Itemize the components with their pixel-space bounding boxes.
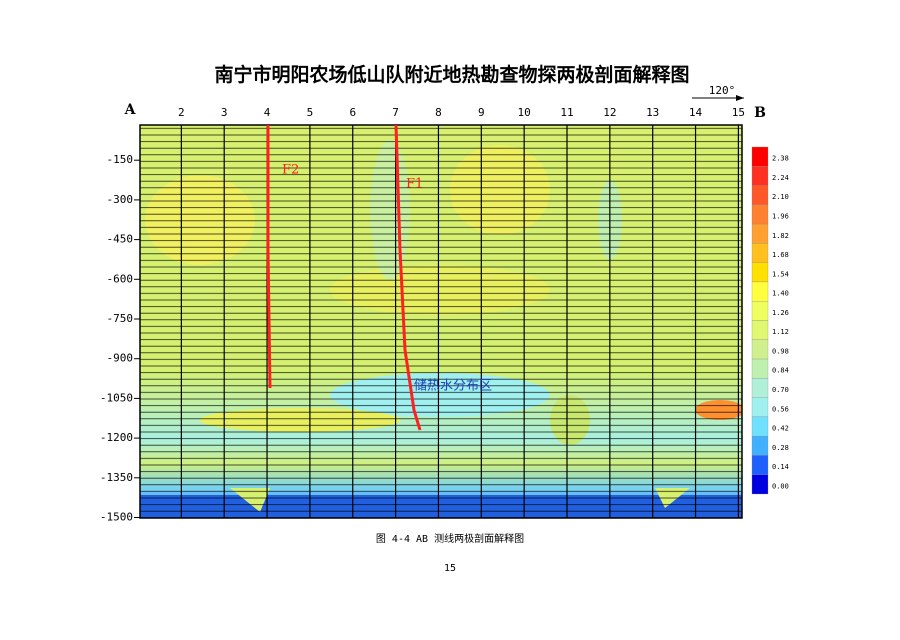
caption: 图 4-4 AB 测线两极剖面解释图 <box>376 532 524 545</box>
colorbar: 2.38 2.24 2.10 1.96 1.82 1.68 1.54 1.40 1.26 1.12… <box>751 146 789 495</box>
fault-f2 <box>266 125 272 389</box>
station-label: 8 <box>435 106 442 119</box>
colorbar-cell <box>751 416 769 437</box>
colorbar-cell <box>751 397 769 418</box>
colorbar-cell <box>751 301 769 321</box>
page-number: 15 <box>444 563 456 574</box>
contour-field <box>140 125 742 518</box>
end-label: A <box>124 102 137 118</box>
colorbar-cell <box>751 281 769 302</box>
colorbar-cell <box>751 223 769 244</box>
station-label: 5 <box>307 106 314 119</box>
colorbar-cell <box>751 339 769 360</box>
colorbar-label: 1.82 <box>772 232 789 240</box>
station-label: 10 <box>518 106 531 119</box>
depth-label: -450 <box>107 233 134 246</box>
colorbar-label: 0.14 <box>772 463 789 471</box>
colorbar-label: 0.98 <box>772 347 789 355</box>
colorbar-cell <box>751 358 769 379</box>
depth-label: -750 <box>107 312 134 325</box>
colorbar-label: 1.54 <box>772 270 789 278</box>
colorbar-label: 1.96 <box>772 212 789 220</box>
station-label: 15 <box>732 106 745 119</box>
colorbar-cell <box>751 262 769 283</box>
station-label: 6 <box>349 106 356 119</box>
colorbar-label: 0.56 <box>772 405 789 413</box>
station-label: 12 <box>603 106 616 119</box>
colorbar-cell <box>751 455 769 475</box>
depth-label: -150 <box>107 153 134 166</box>
station-label: 14 <box>689 106 703 119</box>
annotation: F2 <box>282 163 299 178</box>
annotation: 储热水分布区 <box>414 379 492 394</box>
depth-label: -900 <box>107 352 134 365</box>
colorbar-label: 1.68 <box>772 251 789 259</box>
title: 南宁市明阳农场低山队附近地热勘查物探两极剖面解释图 <box>214 63 689 86</box>
colorbar-cell <box>751 378 769 398</box>
colorbar-label: 0.70 <box>772 386 789 394</box>
colorbar-label: 0.28 <box>772 444 789 452</box>
colorbar-label: 1.40 <box>772 290 789 298</box>
fault-f1 <box>394 124 422 431</box>
colorbar-cell <box>751 243 769 263</box>
colorbar-label: 1.12 <box>772 328 789 336</box>
station-label: 11 <box>560 106 573 119</box>
colorbar-label: 0.84 <box>772 367 789 375</box>
colorbar-label: 1.26 <box>772 309 789 317</box>
depth-label: -600 <box>107 272 134 285</box>
station-label: 2 <box>178 106 185 119</box>
colorbar-cell <box>751 436 769 456</box>
station-label: 3 <box>221 106 228 119</box>
depth-label: -1050 <box>100 391 133 404</box>
station-label: 13 <box>646 106 659 119</box>
colorbar-label: 2.10 <box>772 193 789 201</box>
colorbar-cell <box>751 146 769 167</box>
azimuth: 120° <box>709 84 736 97</box>
station-label: 9 <box>478 106 485 119</box>
depth-label: -1500 <box>100 511 133 524</box>
colorbar-label: 0.42 <box>772 425 789 433</box>
station-label: 7 <box>392 106 399 119</box>
colorbar-cell <box>751 185 769 205</box>
azimuth-arrow-head <box>736 95 744 101</box>
colorbar-label: 0.00 <box>772 482 789 490</box>
annotation: F1 <box>406 177 423 192</box>
end-label: B <box>754 105 766 121</box>
colorbar-cell <box>751 320 769 340</box>
station-label: 4 <box>264 106 271 119</box>
plot-frame <box>139 124 743 519</box>
depth-label: -1200 <box>100 431 133 444</box>
colorbar-cell <box>751 166 769 186</box>
colorbar-label: 2.38 <box>772 155 789 163</box>
colorbar-label: 2.24 <box>772 174 789 182</box>
colorbar-cell <box>751 204 769 225</box>
colorbar-cell <box>751 474 769 495</box>
depth-label: -300 <box>107 193 134 206</box>
depth-label: -1350 <box>100 471 133 484</box>
